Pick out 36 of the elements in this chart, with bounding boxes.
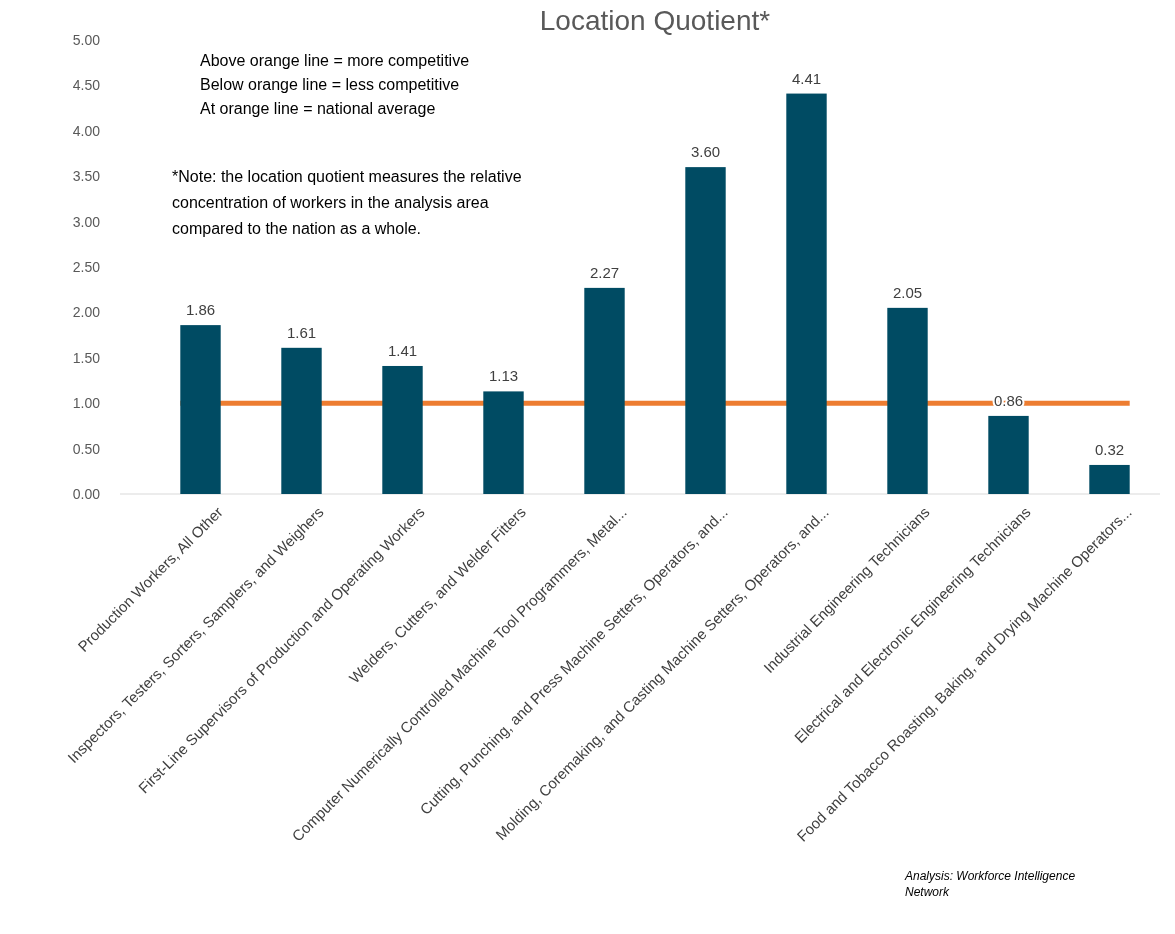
y-tick-label: 4.50 [72, 77, 101, 94]
bar [180, 325, 221, 494]
y-tick-label: 1.50 [72, 349, 101, 366]
annotation: Above orange line = more competitive [200, 52, 470, 69]
data-label: 1.41 [387, 341, 418, 359]
text: Analysis: Workforce Intelligence Network [904, 869, 1076, 899]
annotation: Below orange line = less competitive [200, 76, 460, 93]
bar [685, 167, 726, 494]
bar [281, 347, 322, 494]
data-label: 4.41 [791, 69, 822, 87]
chart-title: Location Quotient* [539, 5, 771, 36]
annotation: At orange line = national average [200, 100, 436, 117]
bar [887, 307, 928, 494]
y-tick-label: 4.00 [72, 122, 101, 139]
data-label: 2.05 [892, 283, 923, 301]
bar [988, 415, 1029, 494]
data-label: 1.61 [286, 323, 317, 341]
data-label: 1.86 [185, 301, 216, 319]
bar [483, 391, 524, 494]
y-tick-label: 0.50 [72, 440, 101, 457]
data-label: 1.13 [488, 367, 519, 385]
data-label: 3.60 [690, 143, 721, 161]
y-tick-label: 5.00 [72, 31, 101, 48]
bar [382, 365, 423, 494]
y-tick-label: 3.00 [72, 213, 101, 230]
bar [786, 93, 827, 494]
y-tick-label: 2.50 [72, 258, 101, 275]
bar [584, 287, 625, 494]
annotation: *Note: the location quotient measures the relative concentration of workers in the analysis area compared to the nation as a whole. [172, 168, 522, 237]
y-tick-label: 3.50 [72, 168, 101, 185]
y-tick-label: 0.00 [72, 485, 101, 502]
data-label: 2.27 [589, 263, 620, 281]
y-tick-label: 2.00 [72, 304, 101, 321]
y-tick-label: 1.00 [72, 395, 101, 412]
bar [1089, 464, 1130, 494]
data-label: 0.32 [1094, 440, 1125, 458]
